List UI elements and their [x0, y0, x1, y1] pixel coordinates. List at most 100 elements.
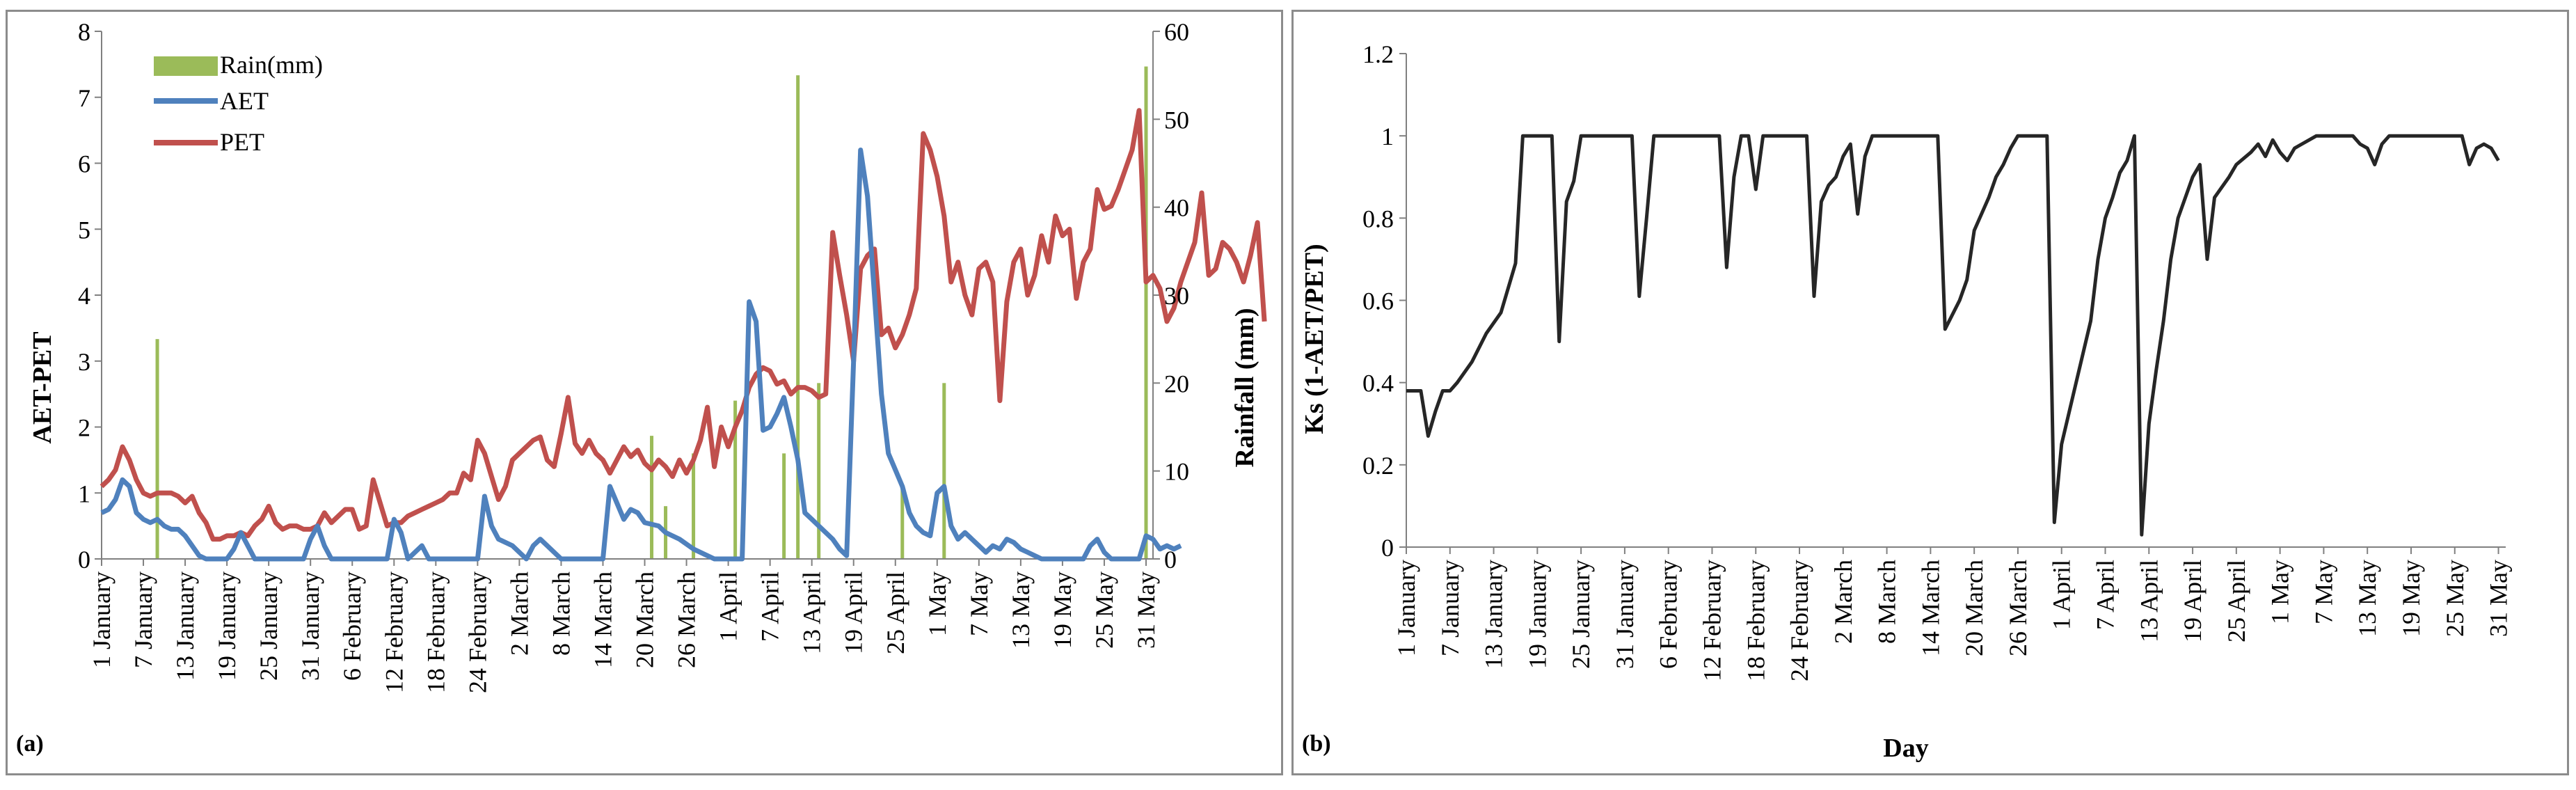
y2-tick-label: 30 — [1164, 282, 1189, 310]
x-tick-label: 31 January — [1611, 560, 1639, 669]
y-tick-label: 5 — [78, 216, 90, 244]
x-tick-label: 7 May — [965, 571, 993, 636]
x-tick-label: 25 January — [255, 571, 283, 681]
rain-bar — [692, 453, 696, 559]
x-tick-label: 19 April — [840, 571, 868, 654]
x-tick-label: 13 April — [2135, 560, 2163, 642]
x-tick-label: 1 May — [2266, 560, 2294, 624]
x-tick-label: 20 March — [631, 571, 659, 668]
x-tick-label: 31 May — [2485, 560, 2513, 637]
y-tick-label: 0.4 — [1362, 370, 1394, 397]
x-tick-label: 25 May — [2441, 560, 2469, 637]
y-tick-label: 2 — [78, 414, 90, 442]
y-tick-label: 0 — [1381, 534, 1394, 562]
y2-axis-title: Rainfall (mm) — [1230, 308, 1259, 467]
x-tick-labels: 1 January 7 January 13 January 19 January 25… — [1392, 560, 2513, 681]
legend-rain-label: Rain(mm) — [220, 51, 323, 79]
rain-bar — [782, 453, 786, 559]
x-tick-label: 2 March — [505, 571, 533, 656]
y-tick-label: 7 — [78, 84, 90, 112]
rain-bar — [817, 383, 821, 559]
y-tick-label: 8 — [78, 18, 90, 46]
axes — [1399, 53, 2506, 554]
legend-pet-label: PET — [220, 128, 264, 156]
rain-bar — [155, 339, 159, 559]
panel-a: 1 January 7 January 13 January 19 January 25… — [6, 10, 1283, 775]
x-tick-label: 31 January — [296, 571, 324, 681]
y-tick-label: 6 — [78, 150, 90, 178]
x-tick-label: 13 May — [1007, 571, 1035, 649]
panel-a-label: (a) — [16, 731, 44, 757]
x-tick-label: 25 January — [1567, 560, 1595, 669]
y-tick-label: 1 — [1381, 123, 1394, 150]
x-tick-label: 1 April — [2048, 560, 2076, 630]
y-axis-title: AET-PET — [28, 331, 57, 443]
x-tick-label: 31 May — [1132, 571, 1160, 649]
x-tick-label: 13 January — [1480, 560, 1508, 669]
pet-line — [100, 108, 1267, 542]
x-tick-label: 2 March — [1829, 560, 1857, 644]
x-tick-label: 12 February — [380, 571, 408, 693]
rain-bar — [796, 75, 800, 559]
y-tick-label: 1.2 — [1362, 40, 1394, 68]
ks-line — [1406, 134, 2500, 537]
y2-tick-label: 60 — [1164, 18, 1189, 46]
x-tick-label: 19 May — [1049, 571, 1076, 649]
x-tick-label: 26 March — [673, 571, 701, 668]
y2-tick-label: 50 — [1164, 106, 1189, 134]
x-tick-label: 19 April — [2179, 560, 2207, 642]
rain-bar — [1144, 66, 1148, 560]
x-tick-label: 24 February — [1786, 560, 1813, 681]
y2-tick-label: 40 — [1164, 194, 1189, 222]
chart-a: 1 January 7 January 13 January 19 January 25… — [16, 18, 1267, 757]
x-tick-label: 19 January — [1523, 560, 1551, 669]
x-tick-label: 1 April — [715, 571, 742, 642]
x-tick-label: 20 March — [1960, 560, 1988, 656]
series-lines — [1406, 134, 2500, 537]
x-tick-label: 1 January — [1392, 560, 1420, 656]
y-tick-label: 3 — [78, 348, 90, 376]
x-tick-label: 6 February — [338, 571, 366, 681]
panel-b: 1 January 7 January 13 January 19 January 25… — [1291, 10, 2569, 775]
panel-b-label: (b) — [1302, 731, 1331, 757]
x-tick-label: 25 April — [882, 571, 909, 654]
x-tick-label: 13 January — [171, 571, 199, 681]
y-tick-label: 4 — [78, 282, 90, 310]
series-lines — [100, 108, 1267, 562]
x-tick-label: 26 March — [2004, 560, 2032, 656]
x-tick-label: 7 January — [1436, 560, 1464, 656]
x-tick-label: 8 March — [1873, 560, 1901, 644]
rain-bar — [900, 488, 905, 559]
rain-bar — [733, 400, 738, 559]
chart-b: 1 January 7 January 13 January 19 January 25… — [1300, 40, 2513, 763]
y-tick-label: 1 — [78, 480, 90, 507]
x-tick-label: 19 January — [213, 571, 241, 681]
y-tick-labels: 0 0.2 0.4 0.6 0.8 1 1.2 — [1362, 40, 1394, 562]
legend: Rain(mm) AET PET — [154, 51, 323, 156]
x-tick-label: 7 April — [2092, 560, 2120, 630]
x-tick-label: 7 April — [756, 571, 784, 642]
aet-line — [100, 148, 1182, 562]
y-tick-label: 0.2 — [1362, 452, 1394, 480]
x-tick-label: 14 March — [589, 571, 617, 668]
x-tick-label: 13 April — [798, 571, 826, 654]
x-tick-label: 14 March — [1916, 560, 1944, 656]
y-tick-label: 0.6 — [1362, 287, 1394, 315]
rain-bars — [155, 66, 1148, 560]
x-tick-label: 6 February — [1655, 560, 1683, 669]
x-tick-label: 12 February — [1698, 560, 1726, 681]
x-axis-title: Day — [1883, 734, 1928, 763]
x-tick-label: 25 May — [1090, 571, 1118, 649]
y2-tick-label: 20 — [1164, 370, 1189, 397]
x-tick-label: 24 February — [463, 571, 491, 693]
x-tick-label: 1 May — [923, 571, 951, 636]
x-tick-label: 18 February — [422, 571, 450, 693]
y-tick-label: 0.8 — [1362, 205, 1394, 232]
y-tick-label: 0 — [78, 546, 90, 574]
x-tick-label: 7 May — [2309, 560, 2337, 624]
x-tick-labels: 1 January 7 January 13 January 19 January 25… — [88, 571, 1160, 693]
legend-aet-label: AET — [220, 87, 269, 115]
x-tick-label: 19 May — [2397, 560, 2425, 637]
rain-bar — [650, 436, 654, 559]
y2-tick-label: 10 — [1164, 458, 1189, 486]
